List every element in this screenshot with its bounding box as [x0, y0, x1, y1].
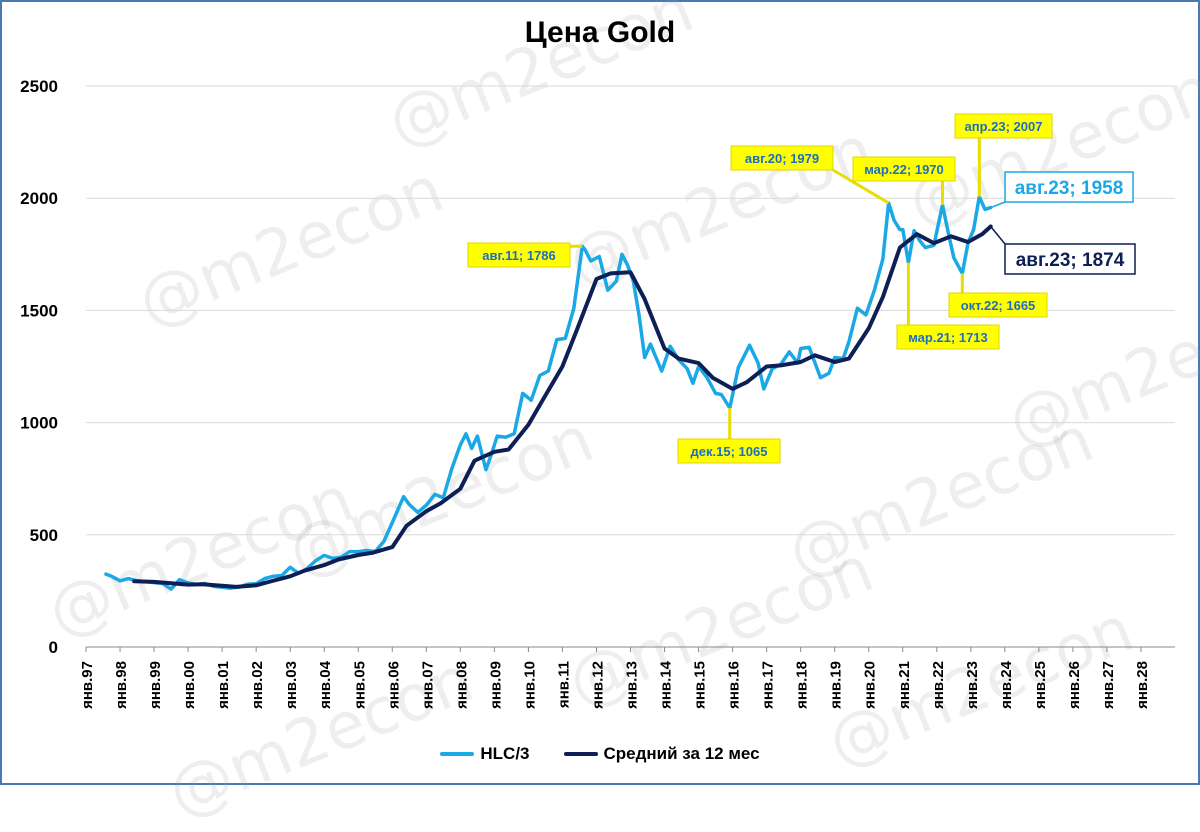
x-tick-label: янв.25 [1032, 661, 1049, 709]
grid-lines [86, 85, 1175, 648]
x-tick-label: янв.08 [453, 661, 470, 709]
annotation-callout: мар.21; 1713 [896, 262, 1000, 350]
annotations: авг.11; 1786 дек.15; 1065 авг.20; 1979 мар.… [467, 113, 1136, 464]
annotation-label: мар.22; 1970 [864, 162, 944, 177]
x-tick-label: янв.14 [658, 660, 675, 709]
annotation-callout: авг.20; 1979 [730, 145, 890, 205]
y-tick-label: 500 [30, 526, 58, 545]
x-tick-label: янв.17 [760, 661, 777, 709]
annotation-label: авг.23; 1958 [1015, 178, 1124, 199]
y-tick-label: 1000 [20, 414, 58, 433]
x-tick-label: янв.18 [794, 661, 811, 709]
legend-label-hlc3: HLC/3 [480, 744, 530, 763]
x-tick-label: янв.27 [1100, 661, 1117, 709]
annotation-leader [990, 225, 1006, 245]
annotation-callout: мар.22; 1970 [852, 156, 956, 205]
annotation-label: дек.15; 1065 [691, 444, 768, 459]
x-tick-label: янв.03 [283, 661, 300, 709]
x-tick-label: янв.12 [589, 661, 606, 709]
x-tick-label: янв.13 [624, 661, 641, 709]
y-tick-label: 1500 [20, 301, 58, 320]
x-tick-label: янв.11 [555, 661, 572, 708]
y-tick-labels: 0 500 1000 1500 2000 2500 [20, 77, 58, 657]
x-tick-label: янв.01 [215, 661, 232, 709]
annotation-label: апр.23; 2007 [965, 119, 1043, 134]
annotation-box [677, 438, 781, 464]
y-tick-label: 2000 [20, 189, 58, 208]
legend-swatch-avg12 [563, 752, 598, 756]
x-tick-label: янв.02 [249, 661, 266, 709]
x-tick-label: янв.26 [1066, 661, 1083, 709]
x-tick-label: янв.16 [726, 661, 743, 709]
x-tick-label: янв.22 [930, 661, 947, 709]
annotation-label: авг.20; 1979 [745, 151, 819, 166]
legend: HLC/3 Средний за 12 мес [0, 744, 1200, 764]
annotation-callout: авг.11; 1786 [467, 242, 583, 268]
y-tick-label: 2500 [20, 77, 58, 96]
annotation-callout: дек.15; 1065 [677, 408, 781, 464]
annotation-label: мар.21; 1713 [908, 330, 988, 345]
annotation-leader [990, 201, 1006, 209]
x-tick-label: янв.09 [487, 661, 504, 709]
annotation-callout: авг.23; 1874 [990, 225, 1136, 275]
annotation-box [948, 292, 1048, 318]
x-tick-label: янв.15 [692, 661, 709, 709]
annotation-label: авг.23; 1874 [1016, 250, 1125, 271]
series-line-avg12 [132, 224, 993, 589]
x-tick-label: янв.06 [385, 661, 402, 709]
y-tick-label: 0 [49, 638, 58, 657]
series-lines [104, 194, 993, 591]
x-tick-label: янв.20 [862, 661, 879, 709]
x-tick-labels: янв.97 янв.98 янв.99 янв.00 янв.01 янв.02 янв.… [79, 647, 1151, 709]
annotation-callout: окт.22; 1665 [948, 273, 1048, 318]
x-tick-label: янв.99 [147, 661, 164, 709]
x-tick-label: янв.04 [317, 660, 334, 709]
x-tick-label: янв.23 [964, 661, 981, 709]
x-tick-label: янв.07 [419, 661, 436, 709]
annotation-callout: авг.23; 1958 [990, 171, 1134, 209]
annotation-box [730, 145, 834, 171]
x-tick-label: янв.05 [351, 661, 368, 709]
x-tick-label: янв.19 [828, 661, 845, 709]
x-tick-label: янв.10 [521, 661, 538, 709]
annotation-label: окт.22; 1665 [961, 298, 1036, 313]
legend-item-avg12[interactable]: Средний за 12 мес [563, 744, 760, 764]
annotation-callout: апр.23; 2007 [954, 113, 1053, 197]
x-tick-label: янв.21 [896, 661, 913, 709]
annotation-box [954, 113, 1053, 139]
series-line-hlc3 [104, 194, 993, 591]
annotation-label: авг.11; 1786 [482, 248, 556, 263]
annotation-box [852, 156, 956, 182]
x-tick-label: янв.00 [181, 661, 198, 709]
x-tick-label: янв.97 [79, 661, 96, 709]
chart-title: Цена Gold [524, 16, 676, 49]
x-tick-label: янв.98 [113, 661, 130, 709]
annotation-box [467, 242, 571, 268]
x-tick-label: янв.24 [998, 660, 1015, 709]
legend-label-avg12: Средний за 12 мес [603, 744, 760, 763]
legend-swatch-hlc3 [440, 752, 475, 756]
annotation-box [1004, 243, 1136, 275]
x-tick-label: янв.28 [1134, 661, 1151, 709]
legend-item-hlc3[interactable]: HLC/3 [440, 744, 530, 764]
annotation-box [896, 324, 1000, 350]
annotation-leader [832, 168, 890, 205]
annotation-box [1004, 171, 1134, 203]
